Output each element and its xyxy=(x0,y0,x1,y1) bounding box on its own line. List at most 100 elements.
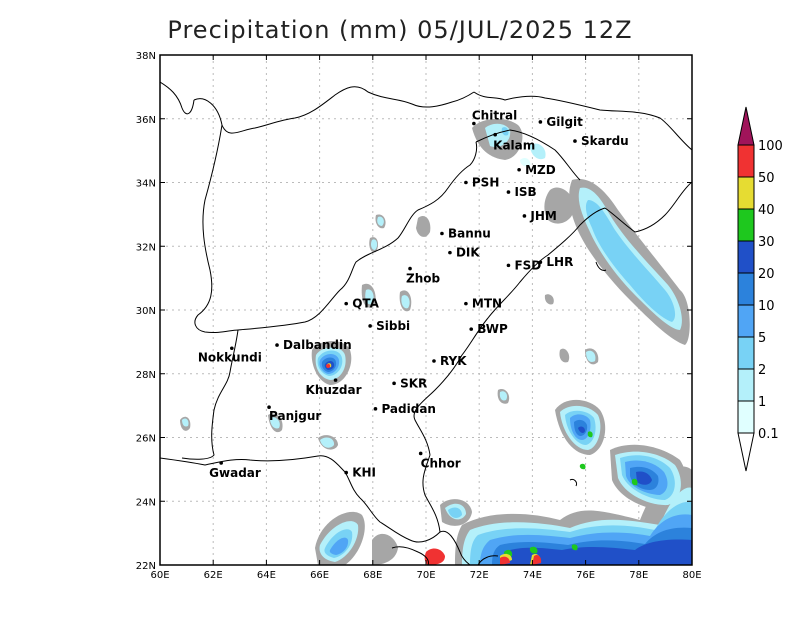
precipitation-field xyxy=(180,118,692,565)
x-tick-label: 66E xyxy=(310,570,329,581)
city-marker xyxy=(408,266,412,271)
city-marker xyxy=(418,451,423,456)
city-marker xyxy=(573,139,577,143)
city-marker xyxy=(392,381,396,386)
y-tick-label: 22N xyxy=(136,561,156,572)
colorbar-label: 20 xyxy=(758,267,775,282)
y-tick-label: 38N xyxy=(136,51,156,62)
x-tick-label: 70E xyxy=(416,570,435,581)
city-label: FSD xyxy=(514,258,541,272)
city-marker xyxy=(368,324,372,328)
city-marker xyxy=(464,301,468,306)
x-tick-label: 64E xyxy=(257,570,276,581)
y-tick-label: 24N xyxy=(136,497,156,508)
city-label: Gilgit xyxy=(546,115,583,129)
city-marker xyxy=(522,214,527,218)
city-label: MZD xyxy=(525,163,556,177)
colorbar-label: 40 xyxy=(758,203,775,218)
city-marker xyxy=(219,461,223,465)
city-marker xyxy=(464,180,468,185)
city-label: Kalam xyxy=(493,139,535,153)
x-tick-label: 80E xyxy=(682,570,701,581)
colorbar-label: 30 xyxy=(758,235,775,250)
colorbar-swatch xyxy=(737,240,755,274)
city-label: Nokkundi xyxy=(198,350,262,364)
colorbar-swatch xyxy=(737,400,755,434)
country-boundaries xyxy=(160,81,692,565)
city-label: Bannu xyxy=(448,227,491,241)
colorbar-swatch xyxy=(737,368,755,402)
x-tick-label: 62E xyxy=(204,570,223,581)
city-marker xyxy=(267,405,271,410)
colorbar-swatch xyxy=(737,304,755,338)
colorbar-label: 50 xyxy=(758,171,775,186)
city-label: Sibbi xyxy=(376,319,410,333)
colorbar-label: 5 xyxy=(758,331,766,346)
city-marker xyxy=(538,260,543,264)
city-label: BWP xyxy=(477,322,508,336)
colorbar-swatch xyxy=(737,336,755,370)
city-label: Skardu xyxy=(581,134,629,148)
y-tick-label: 32N xyxy=(136,242,156,253)
colorbar-swatch xyxy=(737,176,755,210)
city-marker xyxy=(493,132,497,137)
colorbar-label: 10 xyxy=(758,299,775,314)
grid-lines xyxy=(160,55,692,565)
city-label: ISB xyxy=(514,185,536,199)
x-axis: 60E 62E 64E 66E 68E 70E 72E 74E 76E 78E 80E xyxy=(150,55,702,581)
city-marker xyxy=(344,301,349,306)
city-marker xyxy=(506,190,511,194)
x-tick-label: 60E xyxy=(150,570,169,581)
city-label: Chhor xyxy=(421,456,461,470)
city-marker xyxy=(440,231,444,236)
map-title: Precipitation (mm) 05/JUL/2025 12Z xyxy=(167,16,633,44)
city-marker xyxy=(333,378,338,382)
city-marker xyxy=(373,407,378,411)
colorbar-label: 0.1 xyxy=(758,427,779,442)
city-label: Dalbandin xyxy=(283,338,352,352)
x-tick-label: 76E xyxy=(576,570,595,581)
city-label: Panjgur xyxy=(269,409,321,423)
city-label: Zhob xyxy=(406,272,440,286)
city-marker xyxy=(275,343,279,347)
city-label: PSH xyxy=(472,176,499,190)
colorbar-label: 100 xyxy=(758,139,783,154)
city-label: DIK xyxy=(456,246,480,260)
y-tick-label: 36N xyxy=(136,115,156,126)
x-tick-label: 74E xyxy=(523,570,542,581)
colorbar-swatch xyxy=(737,432,755,472)
x-tick-label: 78E xyxy=(629,570,648,581)
city-label: MTN xyxy=(472,297,502,311)
city-marker xyxy=(230,346,234,351)
city-marker xyxy=(506,263,511,268)
city-marker xyxy=(432,359,436,363)
city-marker xyxy=(448,250,452,255)
city-label: SKR xyxy=(400,376,427,390)
colorbar-label: 2 xyxy=(758,363,766,378)
colorbar-swatch xyxy=(737,106,755,146)
city-label: Gwadar xyxy=(209,466,261,480)
colorbar-swatch xyxy=(737,272,755,306)
y-tick-label: 26N xyxy=(136,434,156,445)
city-markers: Chitral Gilgit Kalam Skardu MZD PSH ISB JHM Bann… xyxy=(198,109,629,480)
city-label: QTA xyxy=(352,297,379,311)
x-tick-label: 72E xyxy=(470,570,489,581)
city-marker xyxy=(538,120,543,124)
city-label: JHM xyxy=(529,209,556,223)
x-tick-label: 68E xyxy=(363,570,382,581)
city-label: LHR xyxy=(546,255,573,269)
city-marker xyxy=(469,327,474,331)
y-tick-label: 30N xyxy=(136,306,156,317)
city-marker xyxy=(472,121,476,126)
city-label: Khuzdar xyxy=(306,383,362,397)
city-marker xyxy=(344,470,349,475)
colorbar-label: 1 xyxy=(758,395,766,410)
colorbar-swatch xyxy=(737,144,755,178)
city-label: KHI xyxy=(352,466,376,480)
city-label: RYK xyxy=(440,354,467,368)
city-label: Padidan xyxy=(381,402,436,416)
y-tick-label: 34N xyxy=(136,179,156,190)
colorbar: 0.1 1 2 5 10 20 30 40 50 100 xyxy=(737,106,783,472)
city-marker xyxy=(517,167,521,172)
y-tick-label: 28N xyxy=(136,370,156,381)
